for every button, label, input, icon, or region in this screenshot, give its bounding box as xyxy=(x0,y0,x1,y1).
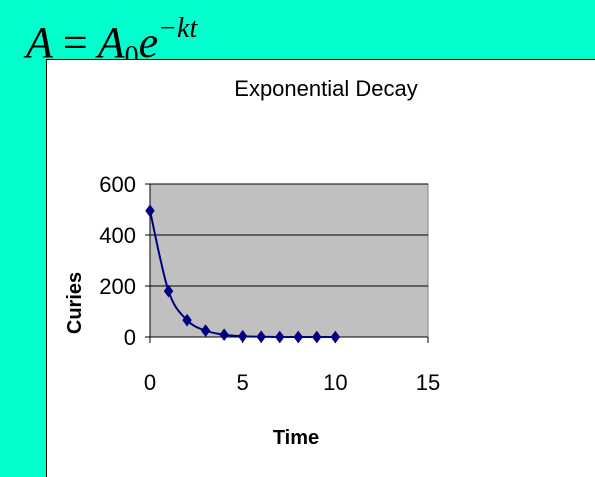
x-tick-label: 0 xyxy=(144,370,156,395)
data-point xyxy=(256,330,266,344)
y-tick-label: 0 xyxy=(124,325,136,350)
x-tick-label: 5 xyxy=(237,370,249,395)
chart-title: Exponential Decay xyxy=(234,76,417,101)
data-point xyxy=(182,313,192,327)
data-point xyxy=(293,330,304,344)
chart-area: Exponential Decay 0 200 400 600 0 5 10 15 Time … xyxy=(46,59,595,477)
y-tick-label: 600 xyxy=(99,172,136,197)
formula-activity: A xyxy=(26,18,53,67)
data-point xyxy=(312,330,322,344)
formula-initial-activity: A xyxy=(97,18,125,67)
formula-exp-base: e xyxy=(138,18,159,67)
data-point xyxy=(274,330,285,344)
data-point xyxy=(219,328,229,342)
data-point xyxy=(145,204,155,218)
x-axis-label: Time xyxy=(273,427,319,449)
data-point xyxy=(163,284,174,298)
y-axis-label: Curies xyxy=(64,272,86,334)
formula-exponent: −kt xyxy=(158,13,198,44)
y-tick-label: 400 xyxy=(99,223,136,248)
x-tick-label: 15 xyxy=(416,370,440,395)
x-tick-label: 10 xyxy=(323,370,347,395)
data-point xyxy=(200,324,211,337)
data-point xyxy=(237,329,248,343)
y-tick-label: 200 xyxy=(99,274,136,299)
plot-area: 0 200 400 600 0 5 10 15 xyxy=(99,172,440,395)
formula-equals: = xyxy=(62,18,88,67)
decay-formula: A = A0e−kt xyxy=(26,2,198,72)
plot-background xyxy=(149,183,429,338)
data-point xyxy=(330,330,341,344)
